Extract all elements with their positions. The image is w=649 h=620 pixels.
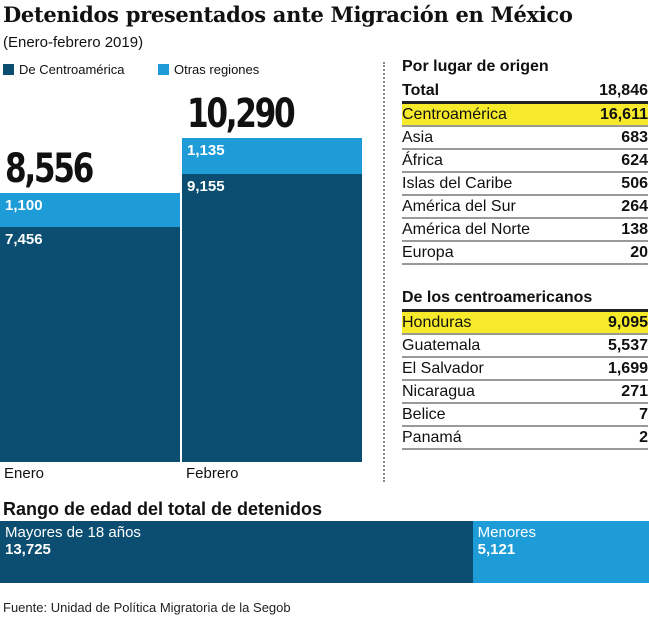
- age-label: Mayores de 18 años: [5, 524, 141, 541]
- row-label: América del Sur: [402, 198, 516, 215]
- row-label: Belice: [402, 406, 446, 423]
- row-value: 2: [639, 429, 648, 446]
- source-note: Fuente: Unidad de Política Migratoria de…: [3, 600, 291, 615]
- row-value: 138: [621, 221, 648, 238]
- row-label: Guatemala: [402, 337, 481, 354]
- row-value: 16,611: [599, 106, 648, 123]
- table-row: Panamá 2: [402, 427, 648, 450]
- row-value: 7: [639, 406, 648, 423]
- row-label: Asia: [402, 129, 434, 146]
- origin-table: Por lugar de origen Total 18,846 Centroa…: [402, 58, 648, 265]
- table-row: Europa 20: [402, 242, 648, 265]
- age-value: 5,121: [477, 541, 516, 558]
- table-row: El Salvador 1,699: [402, 358, 648, 381]
- bar-total-label: 10,290: [187, 91, 296, 137]
- row-value: 506: [621, 175, 648, 192]
- row-value: 20: [630, 244, 648, 261]
- table-row: Guatemala 5,537: [402, 335, 648, 358]
- category-label: Enero: [4, 465, 45, 482]
- row-value: 5,537: [607, 337, 648, 354]
- legend-label: De Centroamérica: [19, 62, 125, 77]
- legend-label: Otras regiones: [174, 62, 260, 77]
- bar-total-label: 8,556: [5, 145, 94, 192]
- row-value: 9,095: [607, 314, 648, 331]
- table-row: Islas del Caribe 506: [402, 173, 648, 196]
- central-table: De los centroamericanos Honduras 9,095 Gua…: [402, 289, 648, 450]
- row-label: Honduras: [402, 314, 472, 331]
- row-value: 18,846: [599, 82, 648, 99]
- table-row: Nicaragua 271: [402, 381, 648, 404]
- row-value: 1,699: [607, 360, 648, 377]
- legend-otras: Otras regiones: [158, 62, 259, 77]
- row-value: 683: [621, 129, 648, 146]
- legend-swatch-dark: [3, 64, 14, 75]
- origin-heading: Por lugar de origen: [402, 58, 549, 75]
- stacked-bar-chart: 7,456 1,100 8,556 Enero 9,155 1,135 10,290 Febr…: [0, 0, 380, 500]
- bar-febrero-centroamerica: 9,155: [182, 173, 362, 462]
- row-label: El Salvador: [402, 360, 484, 377]
- row-label: África: [402, 152, 443, 169]
- table-row: Centroamérica 16,611: [402, 104, 648, 127]
- chart-subtitle: (Enero-febrero 2019): [3, 34, 144, 51]
- segment-label: 7,456: [5, 231, 43, 249]
- chart-title: Detenidos presentados ante Migración en …: [3, 2, 573, 27]
- table-row: Belice 7: [402, 404, 648, 427]
- category-label: Febrero: [186, 465, 239, 482]
- age-title: Rango de edad del total de detenidos: [3, 499, 323, 519]
- table-row: Asia 683: [402, 127, 648, 150]
- table-row: América del Sur 264: [402, 196, 648, 219]
- bar-febrero-otras: 1,135: [182, 138, 362, 174]
- legend-centroamerica: De Centroamérica: [3, 62, 125, 77]
- age-value: 13,725: [5, 541, 51, 558]
- row-label: América del Norte: [402, 221, 531, 238]
- age-bar: Mayores de 18 años 13,725 Menores 5,121: [0, 521, 649, 583]
- bar-enero-otras: 1,100: [0, 192, 180, 228]
- row-label: Centroamérica: [402, 106, 507, 123]
- age-label: Menores: [477, 524, 536, 541]
- row-label: Nicaragua: [402, 383, 475, 400]
- table-row: América del Norte 138: [402, 219, 648, 242]
- table-row: Honduras 9,095: [402, 312, 648, 335]
- age-segment-mayores: Mayores de 18 años 13,725: [0, 521, 473, 583]
- row-label: Islas del Caribe: [402, 175, 513, 192]
- row-value: 271: [621, 383, 648, 400]
- origin-total-row: Total 18,846: [402, 80, 648, 104]
- table-row: África 624: [402, 150, 648, 173]
- bar-enero-centroamerica: 7,456: [0, 227, 180, 462]
- age-segment-menores: Menores 5,121: [472, 521, 649, 583]
- segment-label: 9,155: [187, 177, 225, 195]
- segment-label: 1,100: [5, 196, 43, 214]
- row-label: Europa: [402, 244, 454, 261]
- legend-swatch-light: [158, 64, 169, 75]
- row-value: 264: [621, 198, 648, 215]
- row-value: 624: [621, 152, 648, 169]
- row-label: Total: [402, 82, 440, 99]
- row-label: Panamá: [402, 429, 462, 446]
- divider: [383, 62, 385, 482]
- segment-label: 1,135: [187, 142, 225, 159]
- central-heading: De los centroamericanos: [402, 289, 648, 312]
